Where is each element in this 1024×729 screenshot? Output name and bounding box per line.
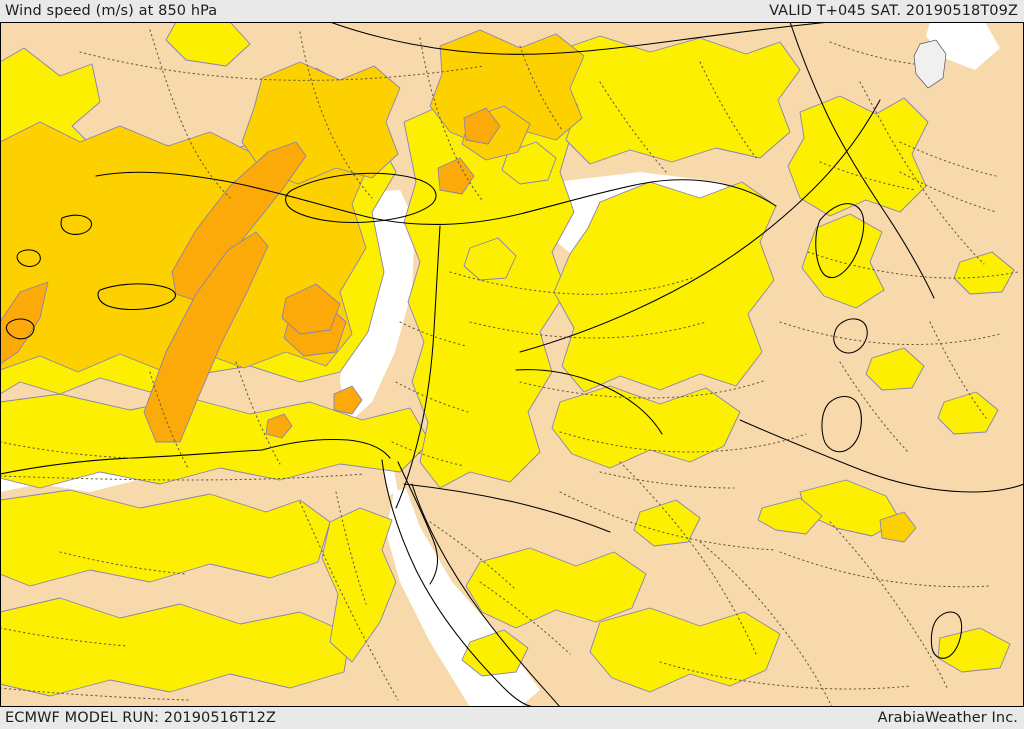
map-title: Wind speed (m/s) at 850 hPa (5, 3, 218, 19)
dotted-syria-2 (469, 321, 707, 339)
dotted-iran-5 (779, 321, 1001, 346)
band-low-sinai-saudi (321, 507, 397, 663)
band-low-arabia-c (465, 547, 647, 629)
dotted-iran-6 (839, 361, 909, 453)
dotted-levant-3 (391, 441, 465, 467)
band-low-iraq-south (551, 385, 741, 469)
internal-border-layer (0, 29, 1019, 707)
dotted-iran-3 (819, 161, 917, 191)
dotted-iran-4 (807, 251, 1019, 279)
dotted-levant-1 (399, 321, 467, 347)
header-bar: Wind speed (m/s) at 850 hPa VALID T+045 … (0, 0, 1024, 22)
dotted-arabia-3 (699, 541, 833, 707)
band-mid-patch-1 (879, 511, 917, 543)
dotted-saudi-2 (479, 581, 571, 655)
dotted-sudan-1 (0, 687, 189, 701)
turkey-south-coast (95, 171, 777, 225)
band-low-egypt-south (0, 597, 351, 697)
sinai-outline (397, 461, 439, 585)
band-high-core-nw (171, 141, 307, 301)
wind-band-high (0, 107, 501, 443)
dotted-iran-2 (899, 171, 997, 213)
band-low-patch-j (461, 629, 529, 677)
valid-time-label: VALID T+045 SAT. 20190518T09Z (769, 3, 1018, 19)
band-high-core-med (0, 281, 49, 365)
lake-razzaza (821, 395, 862, 453)
band-low-iraq-main (553, 181, 777, 393)
model-run-label: ECMWF MODEL RUN: 20190516T12Z (5, 710, 276, 726)
map-svg (0, 22, 1024, 707)
dotted-nile-1 (335, 491, 367, 605)
dotted-arabia-6 (659, 661, 911, 690)
band-low-patch-d (865, 347, 925, 391)
band-low-patch-i (633, 499, 701, 547)
dotted-syria-1 (449, 271, 693, 295)
dotted-caspian-s (899, 141, 997, 177)
red-sea-west-coast (381, 459, 537, 707)
aegean-island-1 (16, 249, 41, 267)
dotted-arabia-5 (779, 551, 991, 588)
dotted-egypt-2 (0, 473, 365, 481)
band-high-patch-cyp (437, 157, 475, 195)
crete-outline (97, 283, 176, 310)
dotted-egypt-7 (0, 627, 127, 647)
band-low-patch-e (937, 391, 999, 435)
band-low-patch-a (463, 237, 517, 281)
band-low-egypt (0, 489, 331, 587)
dotted-egypt-3 (149, 371, 189, 469)
dotted-turkey-prov-4 (419, 37, 483, 201)
iran-iraq-border (789, 22, 935, 299)
provider-label: ArabiaWeather Inc. (877, 710, 1018, 726)
band-high-patch-sm3 (265, 413, 293, 439)
qatar-outline (930, 611, 963, 659)
dotted-turkey-prov-2 (149, 29, 231, 199)
weather-map-canvas[interactable] (0, 22, 1024, 707)
red-sea-east-coast (411, 483, 561, 707)
lake-habbaniyah (833, 318, 868, 354)
dotted-saudi-1 (429, 521, 515, 589)
north-africa-coast (0, 449, 263, 475)
cyprus-outline (285, 172, 437, 223)
band-high-patch-sm2 (333, 385, 363, 415)
band-low-arabia-e (589, 607, 781, 693)
levant-coast (395, 225, 441, 509)
lake-tharthar (815, 203, 865, 278)
dotted-egypt-6 (59, 551, 187, 575)
band-high-core-sw (143, 231, 269, 443)
band-low-iran-w (787, 95, 929, 217)
dotted-iraq-1 (519, 379, 767, 399)
dotted-egypt-1 (0, 441, 131, 459)
nile-delta-coast (261, 438, 391, 459)
band-low-gulf-blob-2 (757, 497, 823, 535)
band-low-patch-h (165, 22, 251, 67)
black-sea-coast (329, 22, 831, 55)
band-low-anatolia-e (557, 35, 801, 165)
band-low-zagros (801, 213, 885, 309)
rhodes-outline (60, 214, 93, 235)
dotted-iran-1 (859, 81, 985, 265)
dotted-iraq-3 (599, 471, 735, 489)
dotted-turkey-prov-5 (519, 45, 563, 131)
syria-iraq-border (515, 369, 663, 435)
dotted-levant-2 (395, 381, 469, 413)
band-high-patch-sm1 (463, 107, 501, 145)
band-high-core-aegean (281, 283, 341, 335)
aegean-island-2 (5, 318, 35, 340)
dotted-iraq-2 (559, 431, 807, 453)
dotted-arabia-1 (619, 461, 757, 655)
dotted-caucasus (829, 41, 915, 65)
dotted-arabia-4 (829, 521, 949, 691)
persian-gulf-coast (739, 419, 1024, 493)
coastline-layer (0, 22, 1024, 707)
lake-urmia-white (913, 39, 947, 89)
jordan-border (403, 483, 611, 533)
dotted-turkey-prov-3 (299, 31, 373, 199)
footer-bar: ECMWF MODEL RUN: 20190516T12Z ArabiaWeat… (0, 707, 1024, 729)
dotted-turkey-prov-1 (79, 51, 485, 81)
band-low-gulf-blob-3 (937, 627, 1011, 673)
gulf-ne-line (519, 99, 881, 353)
